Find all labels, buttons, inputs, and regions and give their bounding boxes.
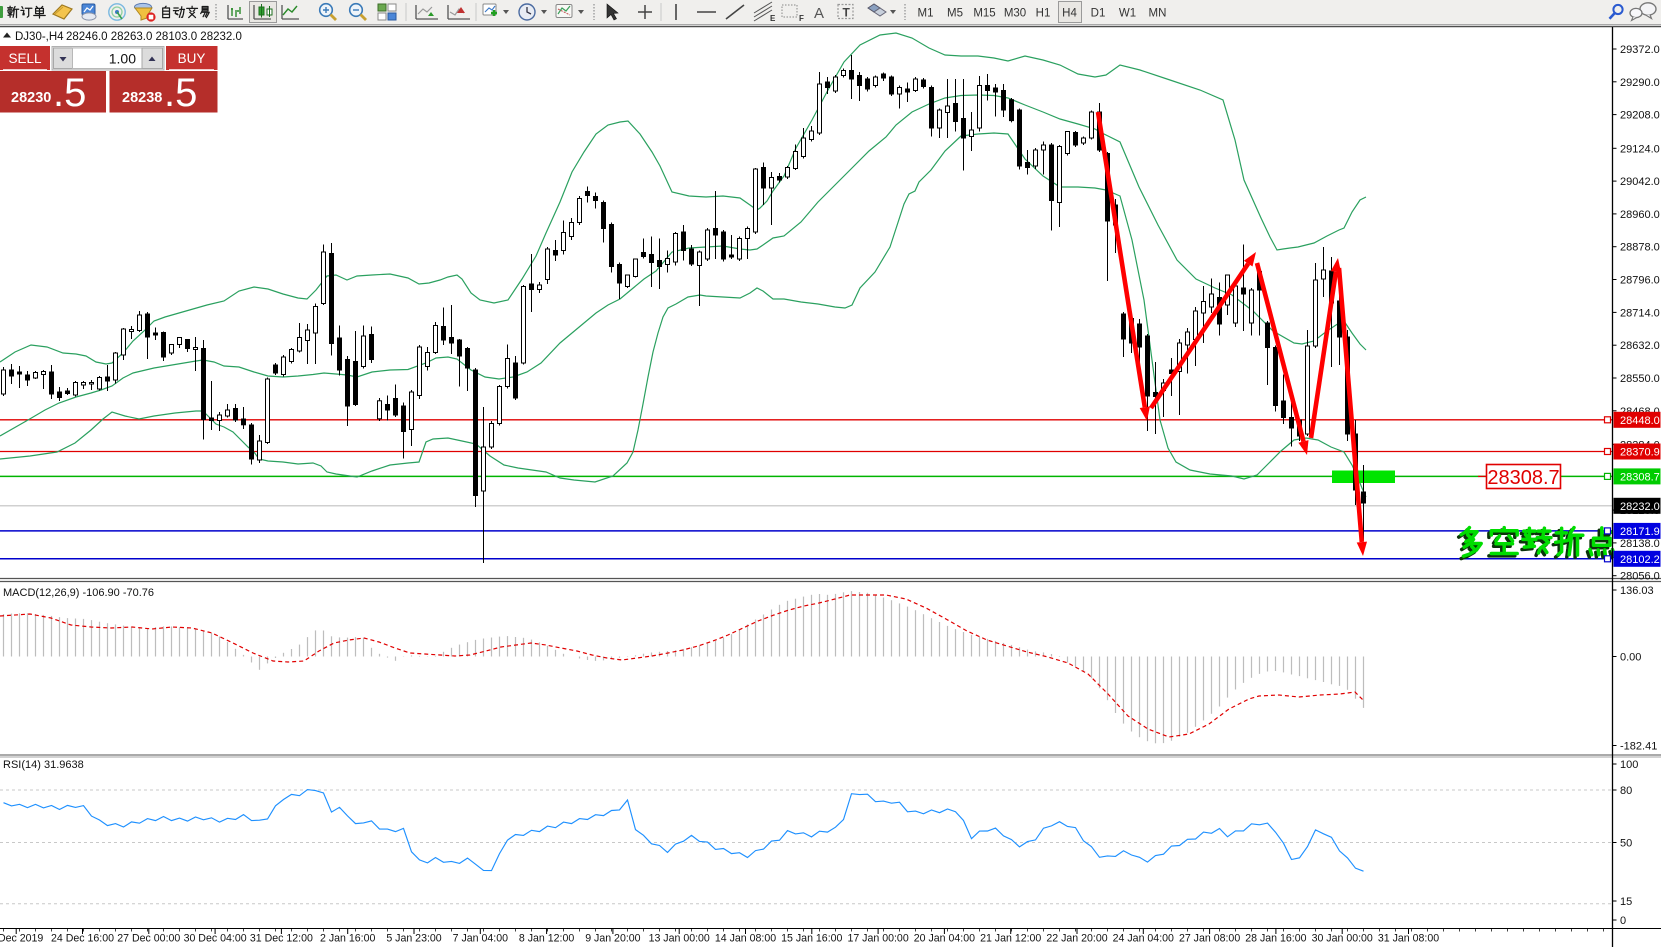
svg-text:28370.9: 28370.9	[1620, 447, 1660, 459]
svg-text:.5: .5	[53, 71, 86, 115]
svg-text:30 Dec 04:00: 30 Dec 04:00	[184, 933, 247, 945]
svg-text:DJ30-,H4: DJ30-,H4	[15, 31, 64, 43]
svg-text:50: 50	[1620, 838, 1632, 850]
svg-text:28796.0: 28796.0	[1620, 275, 1660, 287]
svg-text:28632.0: 28632.0	[1620, 340, 1660, 352]
svg-text:9 Jan 20:00: 9 Jan 20:00	[585, 933, 640, 945]
svg-text:28308.7: 28308.7	[1620, 472, 1660, 484]
svg-text:M5: M5	[947, 8, 963, 20]
svg-text:31 Jan 08:00: 31 Jan 08:00	[1378, 933, 1439, 945]
svg-text:1.00: 1.00	[109, 51, 136, 67]
svg-text:27 Jan 08:00: 27 Jan 08:00	[1179, 933, 1240, 945]
svg-text:.5: .5	[164, 71, 197, 115]
svg-text:28 Jan 16:00: 28 Jan 16:00	[1245, 933, 1306, 945]
svg-text:W1: W1	[1119, 8, 1136, 20]
svg-text:22 Jan 20:00: 22 Jan 20:00	[1046, 933, 1107, 945]
svg-text:21 Jan 12:00: 21 Jan 12:00	[980, 933, 1041, 945]
svg-text:M15: M15	[973, 8, 995, 20]
svg-text:28232.0: 28232.0	[1620, 501, 1660, 513]
svg-text:28960.0: 28960.0	[1620, 209, 1660, 221]
svg-text:28056.0: 28056.0	[1620, 571, 1660, 583]
svg-text:28246.0 28263.0 28103.0 28232.: 28246.0 28263.0 28103.0 28232.0	[66, 31, 242, 43]
svg-text:28878.0: 28878.0	[1620, 242, 1660, 254]
svg-text:28448.0: 28448.0	[1620, 415, 1660, 427]
svg-text:80: 80	[1620, 785, 1632, 797]
svg-text:0: 0	[1620, 915, 1626, 927]
svg-text:31 Dec 12:00: 31 Dec 12:00	[250, 933, 313, 945]
svg-text:2 Jan 16:00: 2 Jan 16:00	[320, 933, 375, 945]
svg-text:29290.0: 29290.0	[1620, 77, 1660, 89]
svg-text:27 Dec 00:00: 27 Dec 00:00	[117, 933, 180, 945]
svg-text:29124.0: 29124.0	[1620, 143, 1660, 155]
svg-text:M30: M30	[1004, 8, 1026, 20]
svg-text:15 Jan 16:00: 15 Jan 16:00	[781, 933, 842, 945]
svg-text:29042.0: 29042.0	[1620, 176, 1660, 188]
svg-text:0.00: 0.00	[1620, 652, 1641, 664]
svg-text:A: A	[814, 5, 824, 22]
svg-text:28550.0: 28550.0	[1620, 373, 1660, 385]
svg-text:29372.0: 29372.0	[1620, 44, 1660, 56]
svg-text:8 Jan 12:00: 8 Jan 12:00	[519, 933, 574, 945]
svg-text:3 Dec 2019: 3 Dec 2019	[0, 933, 43, 945]
svg-text:28714.0: 28714.0	[1620, 307, 1660, 319]
svg-text:MN: MN	[1149, 8, 1167, 20]
svg-text:H1: H1	[1036, 8, 1051, 20]
svg-text:28138.0: 28138.0	[1620, 538, 1660, 550]
svg-text:SELL: SELL	[8, 51, 42, 66]
svg-text:20 Jan 04:00: 20 Jan 04:00	[914, 933, 975, 945]
svg-text:5 Jan 23:00: 5 Jan 23:00	[386, 933, 441, 945]
svg-text:28230: 28230	[11, 90, 51, 106]
svg-text:14 Jan 08:00: 14 Jan 08:00	[715, 933, 776, 945]
svg-text:136.03: 136.03	[1620, 585, 1654, 597]
svg-text:T: T	[843, 6, 851, 20]
svg-text:RSI(14) 31.9638: RSI(14) 31.9638	[3, 759, 84, 771]
svg-text:BUY: BUY	[178, 51, 206, 66]
svg-text:28308.7: 28308.7	[1487, 467, 1559, 489]
svg-text:MACD(12,26,9) -106.90 -70.76: MACD(12,26,9) -106.90 -70.76	[3, 587, 154, 599]
svg-text:24 Dec 16:00: 24 Dec 16:00	[51, 933, 114, 945]
svg-text:H4: H4	[1062, 8, 1077, 20]
svg-text:M1: M1	[918, 8, 934, 20]
svg-text:17 Jan 00:00: 17 Jan 00:00	[847, 933, 908, 945]
svg-text:100: 100	[1620, 759, 1638, 771]
svg-text:28238: 28238	[122, 90, 162, 106]
svg-text:D1: D1	[1091, 8, 1106, 20]
svg-text:E: E	[770, 14, 776, 23]
svg-text:F: F	[799, 14, 804, 23]
svg-text:28102.2: 28102.2	[1620, 554, 1660, 566]
svg-text:15: 15	[1620, 896, 1632, 908]
svg-text:28171.9: 28171.9	[1620, 526, 1660, 538]
svg-text:30 Jan 00:00: 30 Jan 00:00	[1312, 933, 1373, 945]
svg-text:-182.41: -182.41	[1620, 741, 1657, 753]
svg-text:24 Jan 04:00: 24 Jan 04:00	[1113, 933, 1174, 945]
svg-text:29208.0: 29208.0	[1620, 110, 1660, 122]
svg-text:7 Jan 04:00: 7 Jan 04:00	[453, 933, 508, 945]
svg-text:13 Jan 00:00: 13 Jan 00:00	[649, 933, 710, 945]
